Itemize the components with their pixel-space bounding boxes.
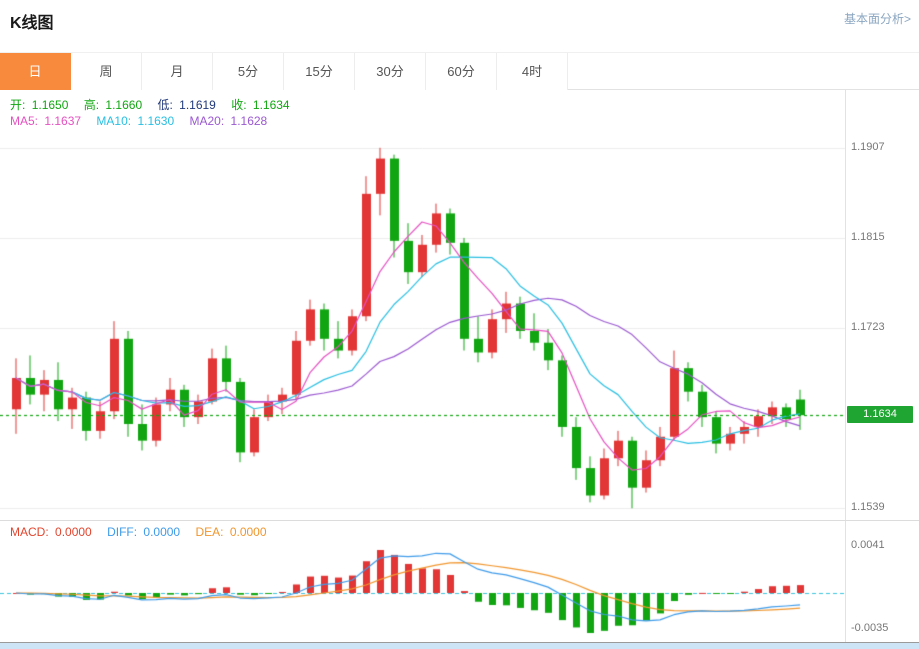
tab-day[interactable]: 日	[0, 53, 71, 90]
ma10-value: 1.1630	[137, 114, 175, 128]
chart-bottom-border	[0, 642, 919, 643]
macd-axis-max-label: 0.0041	[851, 539, 885, 551]
macd-legend: MACD: 0.0000 DIFF: 0.0000 DEA: 0.0000	[10, 525, 279, 539]
macd-value: 0.0000	[55, 525, 92, 539]
macd-axis-min-label: -0.0035	[851, 622, 889, 634]
ma5-value: 1.1637	[44, 114, 82, 128]
ma20-value: 1.1628	[230, 114, 268, 128]
axis-divider	[845, 90, 846, 643]
kline-canvas[interactable]	[0, 90, 919, 643]
fundamental-analysis-link[interactable]: 基本面分析>	[843, 12, 911, 26]
tab-60min[interactable]: 60分	[426, 53, 497, 90]
tab-30min[interactable]: 30分	[355, 53, 426, 90]
kline-chart: 开: 1.1650 高: 1.1660 低: 1.1619 收: 1.1634 …	[0, 90, 919, 643]
current-price-tag: 1.1634	[847, 406, 913, 424]
y-axis-label: 1.1539	[851, 501, 885, 514]
dea-label: DEA:	[195, 525, 224, 539]
tab-week[interactable]: 周	[71, 53, 142, 90]
low-value: 1.1619	[179, 98, 216, 112]
close-label: 收:	[231, 98, 247, 112]
y-axis-label: 1.1907	[851, 140, 885, 153]
tab-15min[interactable]: 15分	[284, 53, 355, 90]
high-label: 高:	[83, 98, 100, 112]
diff-label: DIFF:	[107, 525, 138, 539]
open-value: 1.1650	[31, 98, 69, 112]
ohlc-legend: 开: 1.1650 高: 1.1660 低: 1.1619 收: 1.1634	[10, 96, 302, 113]
ma10-label: MA10:	[96, 114, 132, 128]
ma5-label: MA5:	[10, 114, 39, 128]
high-value: 1.1660	[105, 98, 143, 112]
chart-scrollbar[interactable]	[0, 643, 919, 649]
open-label: 开:	[10, 98, 26, 112]
y-axis-label: 1.1815	[851, 230, 885, 243]
dea-value: 0.0000	[229, 525, 267, 539]
diff-value: 0.0000	[143, 525, 181, 539]
page-title: K线图	[10, 15, 54, 32]
macd-label: MACD:	[10, 525, 49, 539]
timeframe-tabs: 日 周 月 5分 15分 30分 60分 4时	[0, 52, 919, 90]
ma20-label: MA20:	[189, 114, 225, 128]
macd-divider	[0, 520, 919, 521]
tab-4hour[interactable]: 4时	[497, 53, 568, 90]
low-label: 低:	[157, 98, 173, 112]
page-header: K线图 基本面分析>	[0, 0, 919, 52]
tab-month[interactable]: 月	[142, 53, 213, 90]
tab-5min[interactable]: 5分	[213, 53, 284, 90]
ma-legend: MA5: 1.1637 MA10: 1.1630 MA20: 1.1628	[10, 114, 279, 128]
close-value: 1.1634	[252, 98, 290, 112]
y-axis-label: 1.1723	[851, 321, 885, 334]
